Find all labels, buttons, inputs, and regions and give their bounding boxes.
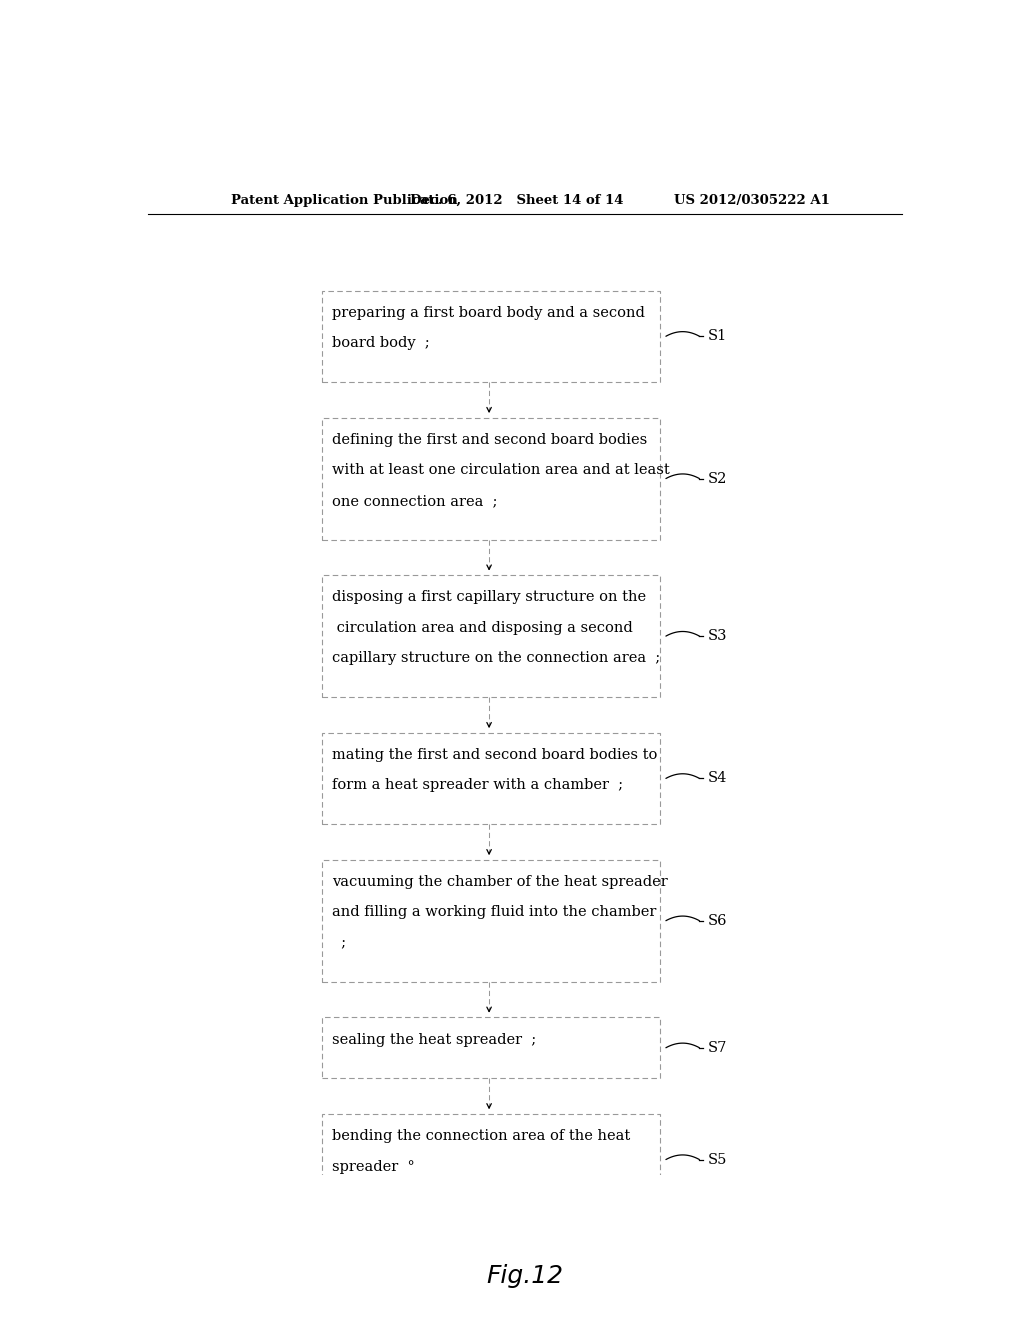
Text: vacuuming the chamber of the heat spreader: vacuuming the chamber of the heat spread… — [332, 875, 668, 888]
Text: mating the first and second board bodies to: mating the first and second board bodies… — [332, 748, 657, 762]
Text: sealing the heat spreader  ;: sealing the heat spreader ; — [332, 1032, 536, 1047]
FancyBboxPatch shape — [323, 733, 659, 824]
Text: S6: S6 — [708, 913, 727, 928]
Text: Patent Application Publication: Patent Application Publication — [231, 194, 458, 207]
Text: Fig.12: Fig.12 — [486, 1265, 563, 1288]
Text: S3: S3 — [708, 630, 727, 643]
FancyBboxPatch shape — [323, 1114, 659, 1205]
Text: form a heat spreader with a chamber  ;: form a heat spreader with a chamber ; — [332, 779, 623, 792]
Text: S4: S4 — [708, 771, 727, 785]
Text: ;: ; — [332, 936, 346, 950]
Text: disposing a first capillary structure on the: disposing a first capillary structure on… — [332, 590, 646, 605]
Text: S2: S2 — [708, 471, 727, 486]
FancyBboxPatch shape — [323, 1018, 659, 1078]
Text: with at least one circulation area and at least: with at least one circulation area and a… — [332, 463, 670, 478]
Text: S7: S7 — [708, 1040, 727, 1055]
Text: S5: S5 — [708, 1152, 727, 1167]
Text: defining the first and second board bodies: defining the first and second board bodi… — [332, 433, 647, 447]
Text: and filling a working fluid into the chamber: and filling a working fluid into the cha… — [332, 906, 656, 920]
Text: circulation area and disposing a second: circulation area and disposing a second — [332, 620, 633, 635]
Text: capillary structure on the connection area  ;: capillary structure on the connection ar… — [332, 651, 660, 665]
Text: US 2012/0305222 A1: US 2012/0305222 A1 — [675, 194, 830, 207]
Text: one connection area  ;: one connection area ; — [332, 494, 498, 508]
FancyBboxPatch shape — [323, 417, 659, 540]
Text: S1: S1 — [708, 329, 727, 343]
FancyBboxPatch shape — [323, 576, 659, 697]
Text: preparing a first board body and a second: preparing a first board body and a secon… — [332, 306, 644, 319]
Text: board body  ;: board body ; — [332, 337, 429, 350]
Text: spreader  °: spreader ° — [332, 1159, 415, 1173]
Text: bending the connection area of the heat: bending the connection area of the heat — [332, 1129, 630, 1143]
FancyBboxPatch shape — [323, 290, 659, 381]
Text: Dec. 6, 2012   Sheet 14 of 14: Dec. 6, 2012 Sheet 14 of 14 — [411, 194, 624, 207]
FancyBboxPatch shape — [323, 859, 659, 982]
